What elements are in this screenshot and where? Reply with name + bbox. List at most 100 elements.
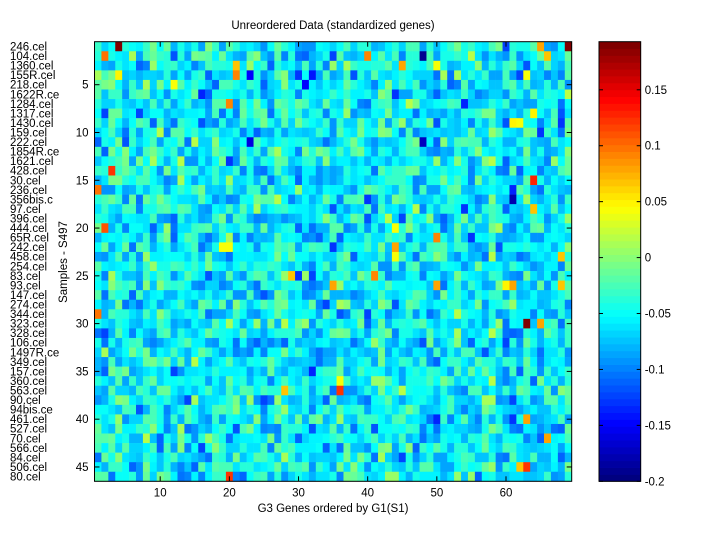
- heatmap-cell: [295, 462, 303, 473]
- heatmap-cell: [384, 99, 393, 109]
- heatmap-cell: [288, 452, 296, 463]
- heatmap-cell: [315, 366, 324, 377]
- heatmap-cell: [191, 165, 199, 176]
- heatmap-cell: [322, 366, 330, 377]
- heatmap-cell: [516, 290, 524, 301]
- heatmap-cell: [557, 185, 566, 195]
- heatmap-cell: [198, 213, 206, 224]
- heatmap-cell: [391, 309, 400, 320]
- heatmap-cell: [398, 89, 407, 100]
- heatmap-cell: [426, 376, 434, 387]
- heatmap-cell: [544, 204, 552, 215]
- heatmap-cell: [537, 309, 545, 320]
- heatmap-cell: [357, 118, 365, 129]
- heatmap-cell: [371, 146, 379, 157]
- heatmap-cell: [218, 213, 227, 224]
- heatmap-cell: [364, 146, 372, 157]
- heatmap-cell: [502, 99, 510, 109]
- heatmap-cell: [461, 462, 469, 473]
- heatmap-cell: [544, 99, 552, 109]
- heatmap-cell: [205, 137, 213, 148]
- heatmap-cell: [177, 223, 185, 234]
- heatmap-cell: [322, 452, 330, 463]
- heatmap-cell: [336, 251, 344, 262]
- row-label: 94bis.ce: [10, 405, 53, 417]
- heatmap-cell: [557, 290, 566, 301]
- heatmap-cell: [447, 146, 455, 157]
- heatmap-cell: [184, 99, 192, 109]
- heatmap-cell: [412, 414, 420, 425]
- heatmap-cell: [467, 204, 476, 215]
- heatmap-cell: [412, 156, 420, 167]
- heatmap-cell: [550, 213, 559, 224]
- heatmap-cell: [537, 51, 545, 62]
- heatmap-cell: [308, 108, 317, 119]
- heatmap-cell: [212, 433, 220, 444]
- heatmap-cell: [454, 452, 462, 463]
- heatmap-cell: [419, 290, 427, 301]
- heatmap-cell: [322, 213, 330, 224]
- heatmap-cell: [544, 337, 552, 348]
- heatmap-cell: [343, 395, 351, 406]
- heatmap-cell: [474, 385, 483, 396]
- heatmap-cell: [502, 79, 510, 90]
- heatmap-cell: [329, 165, 337, 176]
- heatmap-cell: [405, 385, 413, 396]
- heatmap-cell: [288, 89, 296, 100]
- heatmap-cell: [384, 137, 393, 148]
- heatmap-cell: [322, 89, 330, 100]
- heatmap-cell: [163, 328, 171, 339]
- heatmap-cell: [205, 165, 213, 176]
- heatmap-cell: [426, 290, 434, 301]
- heatmap-cell: [544, 443, 552, 453]
- row-label: 218.cel: [10, 80, 47, 92]
- heatmap-cell: [336, 337, 344, 348]
- heatmap-cell: [537, 175, 545, 186]
- heatmap-cell: [481, 41, 490, 52]
- heatmap-cell: [343, 299, 351, 310]
- heatmap-cell: [550, 51, 559, 62]
- heatmap-cell: [177, 385, 185, 396]
- heatmap-cell: [198, 204, 206, 215]
- heatmap-cell: [115, 309, 123, 320]
- colorbar-segment: [599, 254, 641, 262]
- heatmap-cell: [94, 51, 102, 62]
- heatmap-cell: [94, 471, 102, 482]
- heatmap-cell: [149, 137, 158, 148]
- heatmap-cell: [246, 385, 254, 396]
- heatmap-cell: [198, 404, 206, 415]
- heatmap-cell: [461, 175, 469, 186]
- heatmap-cell: [129, 271, 137, 281]
- heatmap-cell: [135, 213, 144, 224]
- heatmap-cell: [523, 318, 531, 329]
- heatmap-cell: [191, 79, 199, 90]
- heatmap-cell: [544, 51, 552, 62]
- x-tick-label: 50: [430, 487, 443, 499]
- heatmap-cell: [550, 156, 559, 167]
- heatmap-cell: [156, 423, 164, 434]
- heatmap-cell: [274, 395, 282, 406]
- heatmap-cell: [191, 99, 199, 109]
- heatmap-cell: [537, 261, 545, 272]
- heatmap-cell: [544, 471, 552, 482]
- heatmap-cell: [537, 70, 545, 81]
- heatmap-cell: [142, 318, 151, 329]
- heatmap-cell: [191, 385, 199, 396]
- heatmap-cell: [412, 242, 420, 253]
- heatmap-cell: [467, 60, 476, 71]
- heatmap-cell: [343, 423, 351, 434]
- heatmap-cell: [281, 366, 289, 377]
- heatmap-cell: [509, 89, 517, 100]
- heatmap-cell: [433, 366, 441, 377]
- heatmap-cell: [440, 251, 448, 262]
- heatmap-cell: [488, 251, 496, 262]
- heatmap-cell: [94, 443, 102, 453]
- heatmap-cell: [544, 309, 552, 320]
- heatmap-cell: [350, 347, 358, 358]
- heatmap-cell: [426, 89, 434, 100]
- heatmap-cell: [129, 118, 137, 129]
- heatmap-cell: [516, 328, 524, 339]
- heatmap-cell: [315, 41, 324, 52]
- heatmap-cell: [122, 213, 130, 224]
- heatmap-cell: [405, 443, 413, 453]
